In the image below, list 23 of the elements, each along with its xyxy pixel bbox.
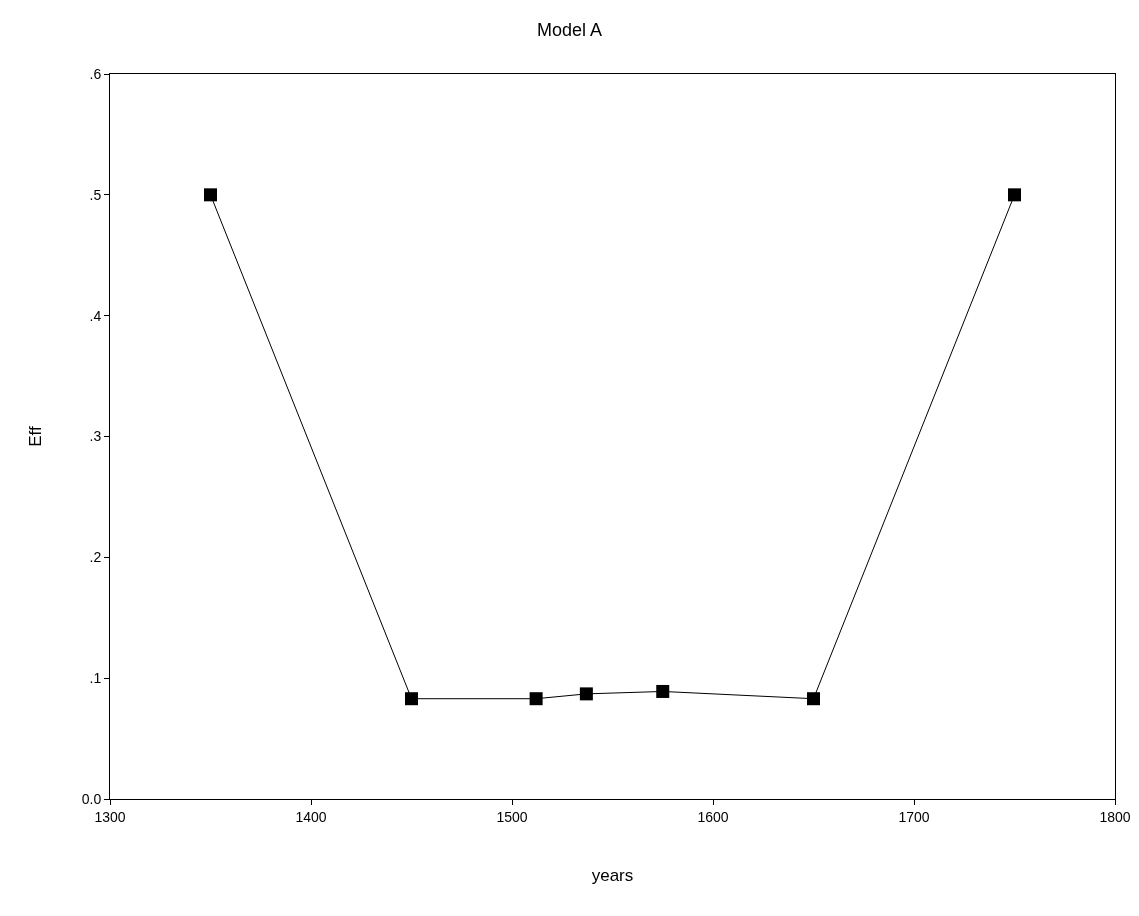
- y-tick-label: .2: [89, 549, 102, 566]
- x-tick-label: 1600: [697, 808, 729, 825]
- x-tick-label: 1800: [1099, 808, 1131, 825]
- y-tick-label: .5: [89, 186, 102, 203]
- x-tick-label: 1400: [295, 808, 327, 825]
- point: [405, 692, 418, 706]
- y-tick-label: 0.0: [81, 790, 102, 807]
- x-tick-label: 1700: [898, 808, 930, 825]
- point: [807, 692, 820, 706]
- y-tick-label: .4: [89, 307, 102, 324]
- point: [1008, 188, 1021, 202]
- point: [529, 692, 543, 706]
- point: [204, 188, 217, 202]
- y-tick-label: .1: [89, 670, 102, 687]
- point: [656, 684, 670, 698]
- x-tick-label: 1300: [94, 808, 126, 825]
- y-axis-title: Eff: [26, 425, 46, 447]
- y-tick-label: .6: [89, 65, 102, 82]
- x-axis-title: years: [591, 866, 634, 886]
- y-tick-label: .3: [89, 428, 102, 445]
- chart-title: Model A: [536, 19, 603, 40]
- x-tick-label: 1500: [496, 808, 528, 825]
- point: [579, 687, 593, 701]
